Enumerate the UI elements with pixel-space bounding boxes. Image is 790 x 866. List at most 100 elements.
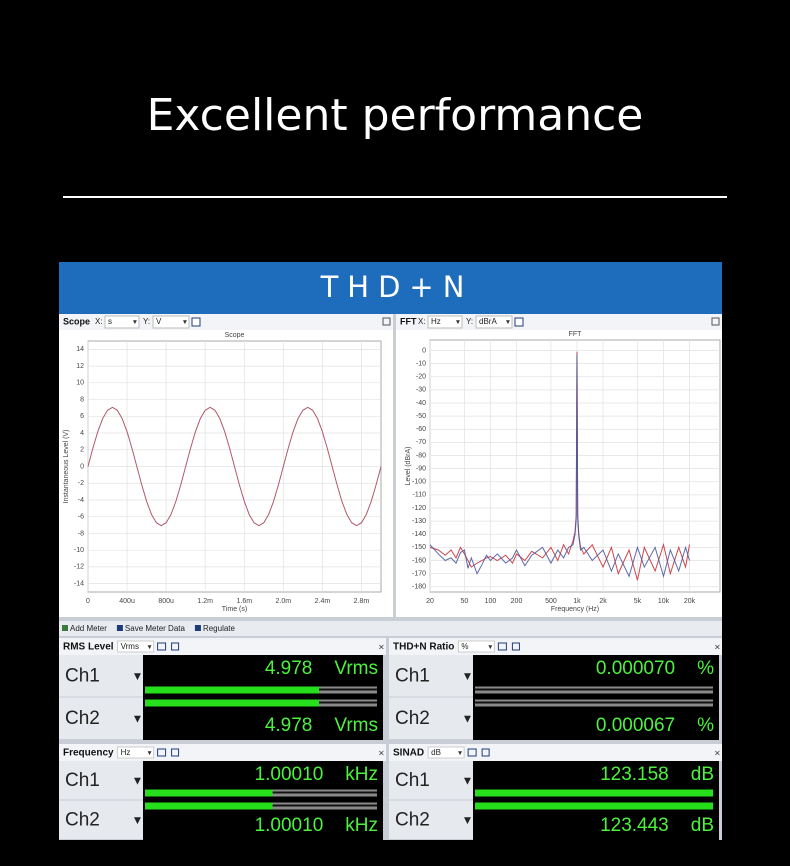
data-line xyxy=(87,406,382,527)
y-tick-label: -20 xyxy=(416,374,426,381)
menu-icon[interactable] xyxy=(467,748,477,757)
meter-title: RMS Level xyxy=(63,642,114,653)
close-icon[interactable]: × xyxy=(378,749,385,758)
channel-label-cell xyxy=(389,761,473,800)
level-bar xyxy=(475,789,713,797)
y-tick-label: -2 xyxy=(78,480,84,487)
channel-name: Ch2 xyxy=(395,809,430,830)
plot-title: FFT xyxy=(569,331,583,338)
channel-label-cell xyxy=(389,697,473,739)
channel-dropdown[interactable]: ▼ xyxy=(134,776,141,786)
level-bar xyxy=(145,789,273,797)
y-unit-select[interactable] xyxy=(152,315,190,329)
app-content: Scope X: s ▼ Y: V ▼ FFT X: Hz ▼ Y: dBrA ▼Scope1412108… xyxy=(59,314,722,840)
y-tick-label: -30 xyxy=(416,387,426,394)
x-tick-label: 1.2m xyxy=(197,598,213,605)
x-tick-label: 20 xyxy=(426,598,434,605)
y-unit-select[interactable] xyxy=(475,315,513,329)
meter-unit: kHz xyxy=(345,815,378,836)
channel-label-cell xyxy=(389,655,473,697)
x-tick-label: 400u xyxy=(119,598,135,605)
x-unit: Hz xyxy=(431,317,441,326)
y-tick-label: -12 xyxy=(74,564,84,571)
toolbar-icon[interactable] xyxy=(116,625,123,631)
x-unit-select[interactable] xyxy=(104,315,140,329)
unit-select[interactable] xyxy=(117,746,155,759)
settings-icon[interactable] xyxy=(514,317,524,327)
undock-icon[interactable] xyxy=(382,317,391,326)
meter-title: SINAD xyxy=(393,748,424,759)
channel-label-cell xyxy=(389,800,473,839)
y-tick-label: 0 xyxy=(422,347,426,354)
channel-dropdown[interactable]: ▼ xyxy=(134,816,141,826)
y-tick-label: -8 xyxy=(78,530,84,537)
meter-value: 4.978 xyxy=(265,715,313,736)
x-unit-select[interactable] xyxy=(427,315,463,329)
dropdown-arrow: ▼ xyxy=(183,320,187,326)
channel-dropdown[interactable]: ▼ xyxy=(464,776,471,786)
y-tick-label: 2 xyxy=(80,447,84,454)
y-tick-label: -4 xyxy=(78,497,84,504)
channel-label-cell xyxy=(59,800,143,839)
channel-dropdown[interactable]: ▼ xyxy=(464,714,471,724)
toolbar-button[interactable]: Regulate xyxy=(203,624,236,633)
unit-select[interactable] xyxy=(117,640,155,653)
settings-icon[interactable] xyxy=(171,748,180,757)
close-icon[interactable]: × xyxy=(378,643,385,652)
dropdown-arrow: ▼ xyxy=(506,320,510,326)
settings-icon[interactable] xyxy=(481,748,490,757)
meter-title: Frequency xyxy=(63,748,114,759)
menu-icon[interactable] xyxy=(157,642,167,651)
y-tick-label: -40 xyxy=(416,400,426,407)
x-tick-label: 2.4m xyxy=(315,598,331,605)
panel-name: Scope xyxy=(63,316,90,326)
banner xyxy=(59,262,722,314)
menu-icon[interactable] xyxy=(497,642,507,651)
meter-unit: Vrms xyxy=(334,715,378,736)
y-tick-label: 10 xyxy=(76,380,84,387)
channel-dropdown[interactable]: ▼ xyxy=(134,672,141,682)
close-icon[interactable]: × xyxy=(714,643,721,652)
close-icon[interactable]: × xyxy=(714,749,721,758)
dropdown-arrow: ▼ xyxy=(148,645,152,651)
y-tick-label: -150 xyxy=(412,544,426,551)
toolbar-button[interactable]: Save Meter Data xyxy=(125,624,186,633)
level-bar xyxy=(145,686,319,694)
toolbar-icon[interactable] xyxy=(62,625,68,631)
menu-icon[interactable] xyxy=(157,748,167,757)
x-unit: s xyxy=(108,317,112,326)
channel-label-cell xyxy=(59,655,143,697)
settings-icon[interactable] xyxy=(191,317,201,327)
x-axis-label: Frequency (Hz) xyxy=(551,606,599,613)
settings-icon[interactable] xyxy=(171,642,180,651)
channel-dropdown[interactable]: ▼ xyxy=(464,816,471,826)
y-tick-label: 12 xyxy=(76,363,84,370)
channel-dropdown[interactable]: ▼ xyxy=(464,672,471,682)
y-tick-label: -80 xyxy=(416,452,426,459)
meter-value: 0.000067 xyxy=(596,715,675,736)
meter-value: 0.000070 xyxy=(596,658,675,679)
y-tick-label: 0 xyxy=(80,463,84,470)
settings-icon[interactable] xyxy=(511,642,520,651)
x-tick-label: 1.6m xyxy=(236,598,252,605)
meter-unit: % xyxy=(697,658,714,679)
channel-label-cell xyxy=(59,761,143,800)
undock-icon[interactable] xyxy=(711,317,720,326)
unit-select[interactable] xyxy=(457,640,495,653)
channel-dropdown[interactable]: ▼ xyxy=(134,714,141,724)
dropdown-arrow: ▼ xyxy=(148,751,152,757)
data-line xyxy=(429,351,691,581)
meter-header xyxy=(389,744,722,761)
meter-title: THD+N Ratio xyxy=(393,642,454,653)
dropdown-arrow: ▼ xyxy=(488,645,492,651)
meter-unit: % xyxy=(697,715,714,736)
toolbar-icon[interactable] xyxy=(194,625,201,631)
y-tick-label: -110 xyxy=(413,492,427,499)
toolbar-button[interactable]: Add Meter xyxy=(70,624,107,633)
unit-select[interactable] xyxy=(427,746,465,759)
y-tick-label: -90 xyxy=(416,465,426,472)
y-axis-label: Level (dBrA) xyxy=(405,447,412,486)
meter-value: 123.443 xyxy=(600,815,669,836)
